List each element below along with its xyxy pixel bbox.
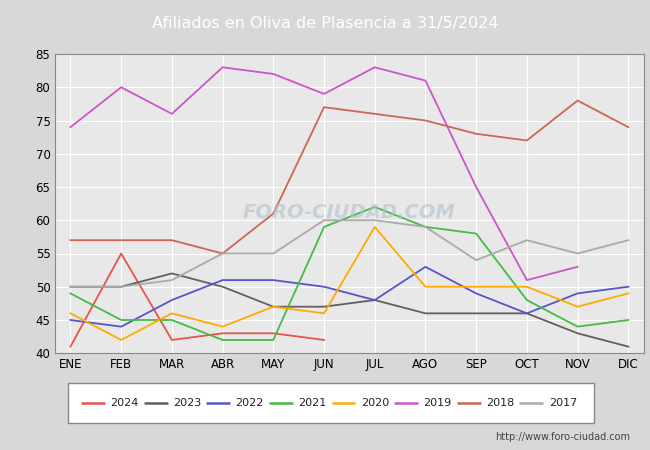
Text: 2019: 2019 [423,398,452,408]
Text: FORO-CIUDAD.COM: FORO-CIUDAD.COM [243,203,456,222]
Text: 2018: 2018 [486,398,514,408]
Text: 2024: 2024 [111,398,138,408]
Text: 2021: 2021 [298,398,326,408]
Text: 2017: 2017 [549,398,577,408]
Text: 2020: 2020 [361,398,389,408]
Text: Afiliados en Oliva de Plasencia a 31/5/2024: Afiliados en Oliva de Plasencia a 31/5/2… [151,16,499,31]
Text: 2023: 2023 [173,398,202,408]
Text: http://www.foro-ciudad.com: http://www.foro-ciudad.com [495,432,630,442]
Text: 2022: 2022 [235,398,264,408]
FancyBboxPatch shape [68,382,594,423]
